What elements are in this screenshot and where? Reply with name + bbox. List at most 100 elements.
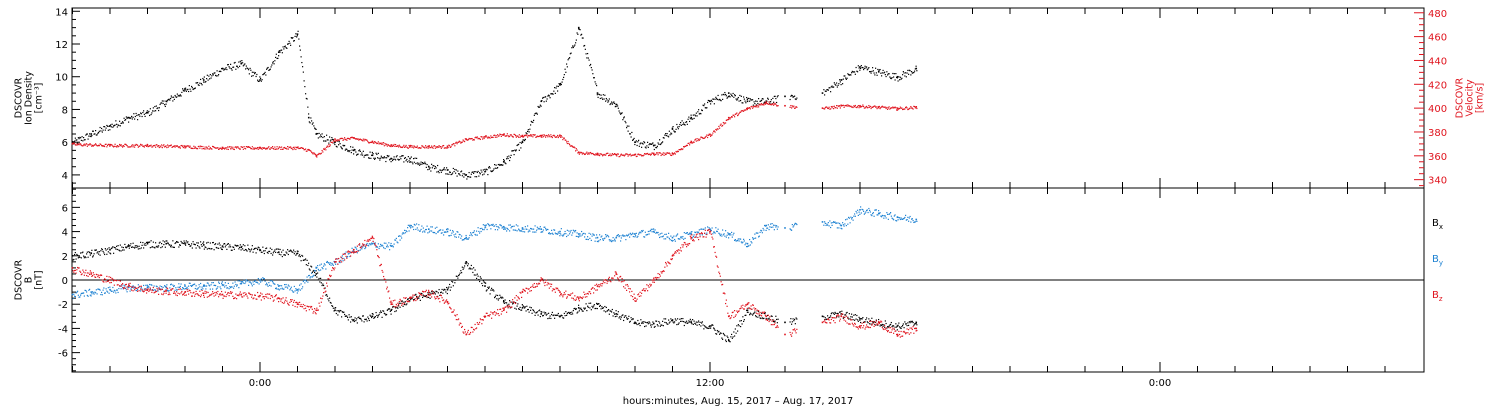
data-dot [608,100,609,101]
data-dot [103,251,104,252]
data-dot [648,231,649,232]
data-dot [496,165,497,166]
data-dot [145,245,146,246]
data-dot [279,50,280,51]
data-dot [343,258,344,259]
data-dot [217,147,218,148]
data-dot [164,104,165,105]
data-dot [909,217,910,218]
data-dot [243,282,244,283]
data-dot [383,247,384,248]
data-dot [201,294,202,295]
data-dot [732,116,733,117]
data-dot [754,234,755,235]
data-dot [833,313,834,314]
data-dot [528,129,529,130]
data-dot [838,227,839,228]
data-dot [508,304,509,305]
data-dot [745,243,746,244]
data-dot [710,103,711,104]
data-dot [487,289,488,290]
data-point [822,107,824,109]
data-dot [687,232,688,233]
data-dot [758,98,759,99]
data-dot [85,257,86,258]
data-dot [907,217,908,218]
data-dot [603,94,604,95]
data-dot [279,289,280,290]
data-dot [73,272,74,273]
data-dot [727,336,728,337]
data-dot [675,153,676,154]
data-point [728,92,730,94]
data-dot [264,298,265,299]
data-dot [106,128,107,129]
data-dot [315,275,316,276]
data-dot [532,229,533,230]
data-dot [136,245,137,246]
data-dot [665,318,666,319]
data-dot [631,317,632,318]
data-dot [247,250,248,251]
data-dot [94,253,95,254]
data-dot [571,47,572,48]
data-dot [586,152,587,153]
data-dot [454,234,455,235]
data-dot [190,91,191,92]
data-dot [226,147,227,148]
data-dot [474,274,475,275]
data-dot [199,291,200,292]
data-dot [550,318,551,319]
data-dot [329,146,330,147]
data-dot [199,146,200,147]
data-dot [664,137,665,138]
data-dot [293,250,294,251]
data-dot [724,236,725,237]
data-dot [915,221,916,222]
data-dot [91,295,92,296]
data-dot [349,253,350,254]
data-dot [914,106,915,107]
data-dot [435,166,436,167]
data-dot [321,302,322,303]
data-dot [731,334,732,335]
data-dot [323,266,324,267]
data-dot [588,239,589,240]
data-dot [242,147,243,148]
data-dot [266,69,267,70]
data-dot [479,232,480,233]
data-dot [520,137,521,138]
data-dot [199,83,200,84]
data-dot [587,53,588,54]
data-dot [215,243,216,244]
data-dot [510,224,511,225]
data-dot [116,124,117,125]
data-dot [565,72,566,73]
data-dot [511,155,512,156]
data-dot [658,234,659,235]
data-dot [656,321,657,322]
data-dot [315,270,316,271]
data-dot [129,248,130,249]
data-dot [153,107,154,108]
data-dot [725,122,726,123]
data-dot [612,153,613,154]
data-dot [676,124,677,125]
data-dot [178,242,179,243]
data-dot [340,310,341,311]
data-dot [734,116,735,117]
data-dot [307,276,308,277]
data-dot [161,286,162,287]
data-dot [349,139,350,140]
data-dot [208,242,209,243]
data-dot [880,69,881,70]
data-dot [275,57,276,58]
data-dot [466,174,467,175]
data-dot [240,61,241,62]
top-right-tick-label: 480 [1428,9,1447,20]
data-dot [485,170,486,171]
data-dot [635,154,636,155]
data-dot [229,295,230,296]
data-dot [699,229,700,230]
data-dot [486,135,487,136]
